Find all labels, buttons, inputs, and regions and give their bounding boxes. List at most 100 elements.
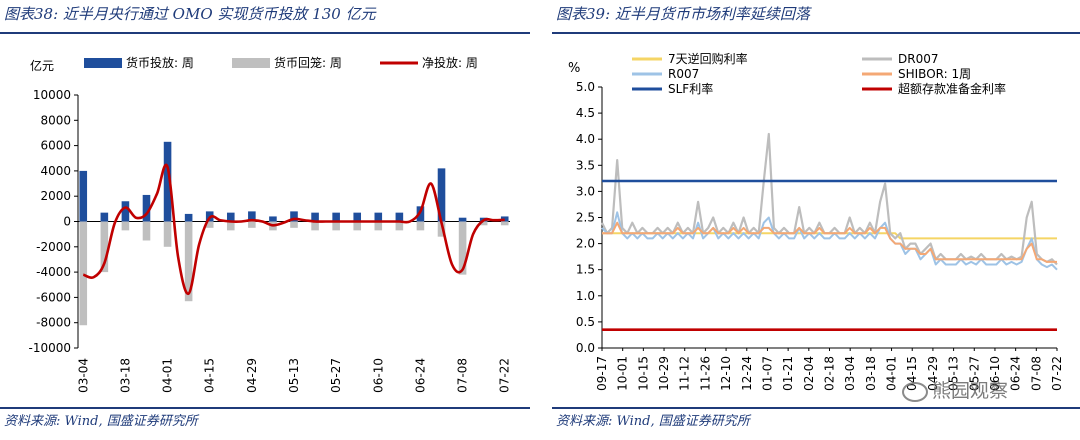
- x-tick-label: 06-10: [371, 358, 385, 393]
- inject-bar: [184, 213, 193, 222]
- legend-label: DR007: [898, 52, 938, 66]
- x-tick-label: 06-24: [1009, 356, 1023, 391]
- inject-bar: [121, 201, 130, 222]
- withdraw-bar: [248, 221, 256, 228]
- x-tick-label: 02-18: [823, 356, 837, 391]
- inject-bar: [311, 212, 319, 222]
- x-tick-label: 04-15: [203, 358, 217, 393]
- x-tick-label: 10-29: [657, 356, 671, 391]
- x-tick-label: 02-04: [802, 356, 816, 391]
- right-title-rule: [552, 32, 1080, 34]
- watermark-text: 熊园观察: [932, 380, 1009, 402]
- x-tick-label: 04-01: [885, 356, 899, 391]
- x-tick-label: 06-24: [413, 358, 427, 393]
- left-chart-title: 图表38: 近半月央行通过 OMO 实现货币投放 130 亿元: [4, 5, 376, 23]
- y-tick-label: 10000: [33, 88, 71, 102]
- legend-label: 7天逆回购利率: [668, 51, 748, 66]
- y-tick-label: 1.0: [576, 289, 595, 303]
- inject-bar: [79, 170, 88, 222]
- withdraw-bar: [374, 221, 383, 231]
- right-y-unit: %: [568, 61, 580, 76]
- y-tick-label: -6000: [36, 290, 71, 304]
- y-tick-label: 4.0: [576, 132, 595, 146]
- watermark: 熊园观察: [902, 376, 1008, 403]
- right-chart-panel: 图表39: 近半月货币市场利率延续回落 % 7天逆回购利率 DR007 R007 SHI…: [552, 0, 1080, 440]
- inject-bar: [374, 212, 383, 222]
- y-tick-label: 2.0: [576, 237, 595, 251]
- y-tick-label: -10000: [28, 341, 71, 355]
- legend-label: 货币投放: 周: [126, 55, 194, 70]
- x-tick-label: 03-04: [76, 358, 90, 393]
- right-source-note: 资料来源: Wind, 国盛证券研究所: [556, 414, 750, 429]
- withdraw-bar: [458, 221, 467, 275]
- inject-bar: [226, 212, 235, 222]
- x-tick-label: 10-15: [636, 356, 650, 391]
- y-tick-label: 2000: [40, 189, 71, 203]
- left-source-rule: [0, 407, 530, 409]
- dr007-line: [601, 132, 1058, 266]
- inject-bar: [395, 212, 404, 222]
- inject-bar: [437, 168, 446, 222]
- withdraw-bar: [142, 221, 151, 241]
- withdraw-bar: [353, 221, 362, 231]
- y-tick-label: 4000: [40, 164, 71, 178]
- y-tick-label: -2000: [36, 240, 71, 254]
- x-tick-label: 07-22: [498, 358, 512, 393]
- withdraw-bar: [226, 221, 235, 231]
- inject-bar: [458, 217, 467, 222]
- legend-label: 货币回笼: 周: [274, 55, 342, 70]
- legend-label: SLF利率: [668, 81, 713, 96]
- x-tick-label: 05-27: [329, 358, 343, 393]
- x-tick-label: 10-01: [616, 356, 630, 391]
- inject-bar: [500, 216, 509, 222]
- y-tick-label: 6000: [40, 139, 71, 153]
- withdraw-bar: [479, 221, 488, 226]
- omo-bar-chart: 亿元 货币投放: 周 货币回笼: 周 净投放: 周 10000 8000 6000 4000 2…: [28, 55, 512, 393]
- legend-swatch: [84, 58, 122, 68]
- y-tick-label: 3.5: [576, 158, 595, 172]
- net-injection-line: [82, 163, 505, 295]
- x-tick-label: 04-29: [926, 356, 940, 391]
- y-tick-label: 2.5: [576, 211, 595, 225]
- withdraw-bar: [79, 221, 88, 326]
- withdraw-bar: [205, 221, 214, 228]
- left-y-unit: 亿元: [30, 58, 54, 73]
- y-tick-label: 5.0: [576, 80, 595, 94]
- x-tick-label: 12-10: [719, 356, 733, 391]
- withdraw-bar: [416, 221, 425, 231]
- withdraw-bar: [100, 221, 109, 273]
- withdraw-bar: [290, 221, 298, 228]
- inject-bar: [269, 216, 277, 222]
- x-tick-label: 05-13: [287, 358, 301, 393]
- x-tick-label: 05-13: [947, 356, 961, 391]
- x-tick-label: 04-01: [161, 358, 175, 393]
- inject-bar: [332, 212, 340, 222]
- withdraw-bar: [121, 221, 130, 231]
- left-title-rule: [0, 32, 530, 34]
- y-tick-label: 8000: [40, 113, 71, 127]
- withdraw-bar: [311, 221, 319, 231]
- right-source-rule: [552, 407, 1080, 409]
- y-tick-label: -4000: [36, 265, 71, 279]
- shibor-line: [602, 221, 1057, 263]
- legend-label: R007: [668, 67, 699, 81]
- withdraw-bar: [184, 221, 193, 302]
- x-tick-label: 03-18: [864, 356, 878, 391]
- y-tick-label: 0.5: [576, 315, 595, 329]
- x-tick-label: 03-04: [843, 356, 857, 391]
- inject-bar: [416, 206, 425, 222]
- x-tick-label: 07-08: [1029, 356, 1043, 391]
- x-tick-label: 06-10: [988, 356, 1002, 391]
- legend-label: 净投放: 周: [422, 55, 478, 70]
- inject-bar: [353, 212, 362, 222]
- inject-bar: [290, 211, 298, 222]
- x-tick-label: 11-12: [678, 356, 692, 391]
- withdraw-bar: [500, 221, 509, 226]
- x-tick-label: 07-08: [456, 358, 470, 393]
- right-chart-title: 图表39: 近半月货币市场利率延续回落: [556, 5, 810, 23]
- inject-bar: [100, 212, 109, 222]
- r007-line: [601, 211, 1058, 271]
- x-tick-label: 04-29: [245, 358, 259, 393]
- withdraw-bar: [163, 221, 172, 247]
- y-tick-label: -8000: [36, 316, 71, 330]
